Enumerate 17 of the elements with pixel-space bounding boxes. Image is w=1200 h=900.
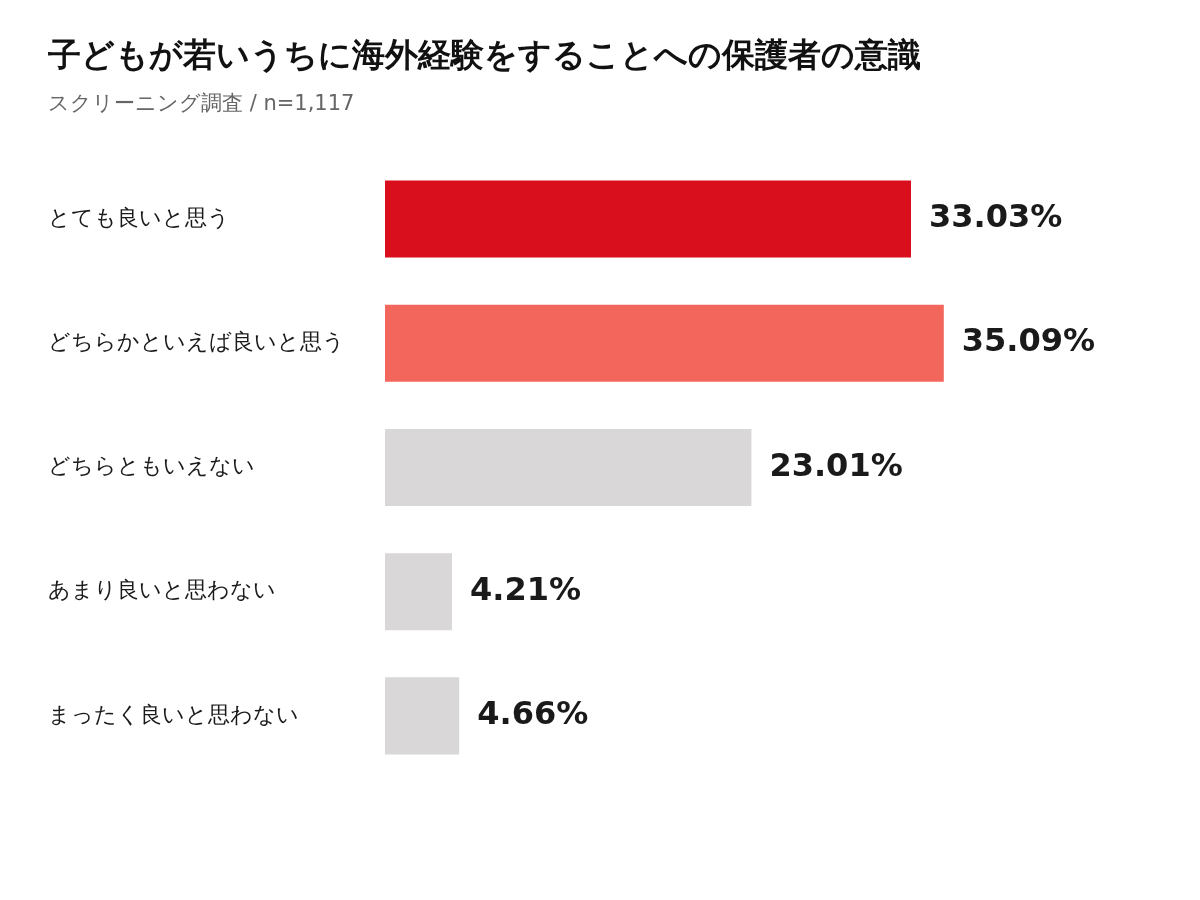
data-label: 4.66% [477,694,589,733]
y-tick-label: まったく良いと思わない [48,701,299,727]
data-label: 35.09% [961,321,1096,360]
bar [385,428,752,506]
data-label: 23.01% [769,445,903,484]
bar [385,180,911,258]
chart-title: 子どもが若いうちに海外経験をすることへの保護者の意識 [47,35,921,75]
bar [385,304,944,382]
y-tick-label: とても良いと思う [48,204,230,230]
data-label: 33.03% [929,197,1063,236]
data-label: 4.21% [470,569,582,608]
y-tick-label: どちらかといえば良いと思う [48,328,345,354]
bar [385,553,453,631]
y-tick-label: どちらともいえない [48,453,255,479]
y-tick-label: あまり良いと思わない [48,577,276,603]
text: スクリーニング調査 / n=1,117 [48,90,355,115]
bar [385,677,460,755]
